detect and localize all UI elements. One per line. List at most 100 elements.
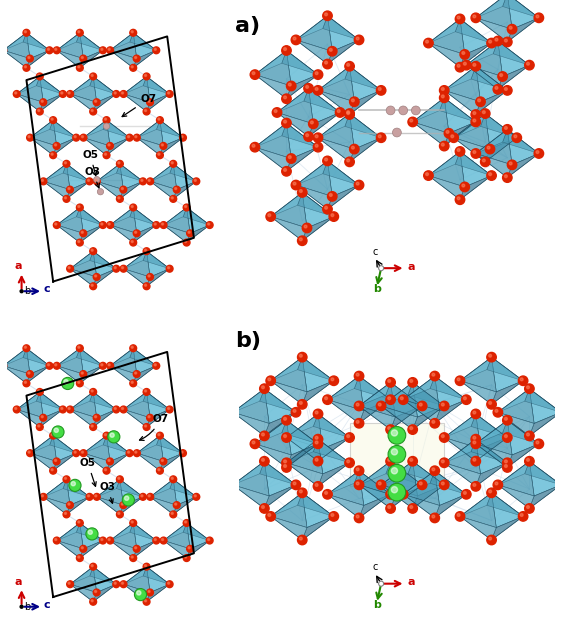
Circle shape bbox=[473, 483, 476, 487]
Polygon shape bbox=[97, 497, 124, 514]
Polygon shape bbox=[187, 541, 210, 558]
Polygon shape bbox=[429, 19, 460, 43]
Circle shape bbox=[143, 283, 150, 290]
Circle shape bbox=[261, 433, 264, 436]
Circle shape bbox=[527, 433, 530, 436]
Polygon shape bbox=[318, 114, 350, 138]
Circle shape bbox=[73, 450, 79, 457]
Circle shape bbox=[118, 477, 120, 480]
Circle shape bbox=[439, 86, 449, 95]
Circle shape bbox=[463, 397, 466, 399]
Polygon shape bbox=[444, 463, 480, 487]
Circle shape bbox=[315, 483, 318, 487]
Polygon shape bbox=[460, 493, 496, 528]
Polygon shape bbox=[391, 382, 422, 417]
Polygon shape bbox=[328, 399, 364, 423]
Polygon shape bbox=[17, 76, 43, 102]
Circle shape bbox=[68, 92, 70, 94]
Polygon shape bbox=[233, 485, 269, 509]
Circle shape bbox=[51, 118, 53, 120]
Circle shape bbox=[291, 408, 301, 417]
Text: b): b) bbox=[235, 331, 261, 351]
Circle shape bbox=[148, 416, 150, 418]
Circle shape bbox=[493, 408, 502, 417]
Circle shape bbox=[432, 373, 435, 376]
Circle shape bbox=[266, 212, 276, 221]
Circle shape bbox=[68, 408, 70, 410]
Text: b: b bbox=[24, 286, 31, 296]
Circle shape bbox=[78, 381, 80, 383]
Circle shape bbox=[153, 362, 160, 369]
Polygon shape bbox=[120, 497, 143, 514]
Polygon shape bbox=[455, 151, 492, 175]
Polygon shape bbox=[130, 208, 156, 225]
Circle shape bbox=[63, 476, 70, 483]
Polygon shape bbox=[156, 435, 183, 453]
Circle shape bbox=[51, 153, 53, 155]
Circle shape bbox=[399, 106, 408, 115]
Circle shape bbox=[154, 363, 156, 366]
Circle shape bbox=[274, 110, 277, 112]
Polygon shape bbox=[57, 366, 83, 383]
Circle shape bbox=[168, 408, 170, 410]
Polygon shape bbox=[403, 399, 439, 423]
Circle shape bbox=[162, 144, 163, 146]
Circle shape bbox=[183, 519, 190, 526]
Circle shape bbox=[261, 386, 264, 389]
Circle shape bbox=[282, 416, 291, 425]
Polygon shape bbox=[359, 471, 391, 505]
Polygon shape bbox=[183, 523, 210, 541]
Circle shape bbox=[399, 490, 408, 499]
Circle shape bbox=[114, 267, 116, 269]
Polygon shape bbox=[63, 480, 90, 497]
Circle shape bbox=[113, 265, 120, 272]
Circle shape bbox=[145, 565, 147, 567]
Circle shape bbox=[60, 91, 66, 97]
Circle shape bbox=[91, 249, 93, 251]
Circle shape bbox=[556, 408, 566, 417]
Circle shape bbox=[143, 389, 150, 396]
Polygon shape bbox=[90, 251, 116, 269]
Circle shape bbox=[24, 381, 27, 383]
Circle shape bbox=[260, 457, 269, 466]
Circle shape bbox=[328, 47, 337, 56]
Polygon shape bbox=[485, 114, 517, 149]
Polygon shape bbox=[80, 366, 103, 383]
Polygon shape bbox=[70, 392, 96, 418]
Circle shape bbox=[108, 431, 120, 443]
Circle shape bbox=[147, 415, 154, 421]
Circle shape bbox=[156, 468, 163, 474]
Circle shape bbox=[424, 38, 433, 48]
Polygon shape bbox=[476, 463, 507, 487]
Circle shape bbox=[168, 582, 170, 584]
Circle shape bbox=[46, 362, 53, 369]
Polygon shape bbox=[323, 16, 359, 40]
Circle shape bbox=[158, 153, 160, 155]
Circle shape bbox=[133, 545, 140, 552]
Polygon shape bbox=[70, 584, 96, 602]
Polygon shape bbox=[471, 439, 507, 463]
Circle shape bbox=[77, 380, 83, 387]
Circle shape bbox=[471, 13, 480, 23]
Circle shape bbox=[524, 384, 534, 394]
Polygon shape bbox=[27, 50, 49, 68]
Circle shape bbox=[451, 135, 454, 138]
Circle shape bbox=[135, 136, 137, 138]
Circle shape bbox=[299, 238, 302, 240]
Circle shape bbox=[87, 179, 90, 181]
Circle shape bbox=[315, 411, 318, 414]
Circle shape bbox=[408, 425, 417, 434]
Polygon shape bbox=[435, 376, 466, 411]
Circle shape bbox=[284, 418, 286, 420]
Circle shape bbox=[487, 488, 496, 497]
Circle shape bbox=[90, 598, 96, 605]
Polygon shape bbox=[147, 251, 170, 277]
Polygon shape bbox=[270, 516, 307, 540]
Polygon shape bbox=[147, 584, 170, 602]
Circle shape bbox=[505, 175, 507, 178]
Polygon shape bbox=[147, 76, 170, 102]
Circle shape bbox=[99, 221, 106, 228]
Circle shape bbox=[386, 425, 395, 434]
Polygon shape bbox=[485, 138, 517, 162]
Polygon shape bbox=[83, 120, 107, 138]
